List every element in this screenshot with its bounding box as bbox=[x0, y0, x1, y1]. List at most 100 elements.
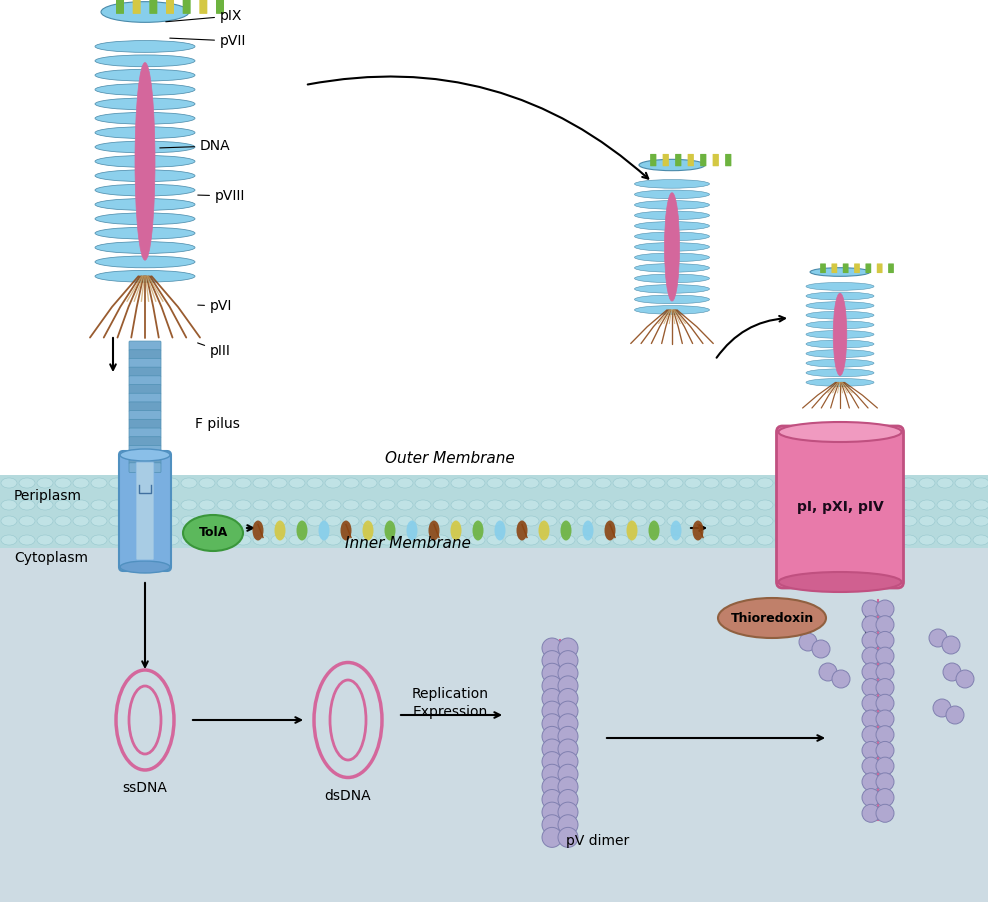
Ellipse shape bbox=[95, 141, 195, 153]
Ellipse shape bbox=[505, 535, 521, 545]
Ellipse shape bbox=[595, 478, 611, 488]
Ellipse shape bbox=[631, 535, 647, 545]
Ellipse shape bbox=[541, 500, 557, 510]
Ellipse shape bbox=[95, 227, 195, 239]
Ellipse shape bbox=[145, 500, 161, 510]
Ellipse shape bbox=[634, 200, 709, 209]
Circle shape bbox=[862, 788, 880, 806]
Circle shape bbox=[542, 777, 562, 796]
Ellipse shape bbox=[325, 535, 341, 545]
Ellipse shape bbox=[955, 500, 971, 510]
Circle shape bbox=[876, 678, 894, 696]
Ellipse shape bbox=[806, 321, 874, 328]
Text: ssDNA: ssDNA bbox=[123, 781, 167, 795]
Ellipse shape bbox=[806, 379, 874, 386]
Ellipse shape bbox=[275, 520, 286, 540]
Ellipse shape bbox=[37, 478, 53, 488]
Ellipse shape bbox=[639, 160, 705, 170]
Ellipse shape bbox=[775, 516, 791, 526]
Ellipse shape bbox=[163, 478, 179, 488]
Circle shape bbox=[876, 710, 894, 728]
Circle shape bbox=[558, 713, 578, 733]
Ellipse shape bbox=[634, 232, 709, 241]
FancyBboxPatch shape bbox=[129, 437, 161, 446]
Ellipse shape bbox=[919, 478, 935, 488]
Ellipse shape bbox=[325, 516, 341, 526]
Ellipse shape bbox=[95, 69, 195, 81]
Ellipse shape bbox=[163, 516, 179, 526]
Text: pVII: pVII bbox=[170, 34, 246, 48]
Ellipse shape bbox=[523, 535, 539, 545]
Ellipse shape bbox=[451, 520, 461, 540]
Ellipse shape bbox=[19, 478, 35, 488]
FancyBboxPatch shape bbox=[688, 154, 694, 166]
Ellipse shape bbox=[217, 478, 233, 488]
Ellipse shape bbox=[469, 500, 485, 510]
Ellipse shape bbox=[901, 500, 917, 510]
Ellipse shape bbox=[505, 516, 521, 526]
Circle shape bbox=[558, 739, 578, 759]
Ellipse shape bbox=[95, 184, 195, 196]
Ellipse shape bbox=[217, 516, 233, 526]
FancyBboxPatch shape bbox=[663, 154, 669, 166]
Ellipse shape bbox=[95, 113, 195, 124]
Ellipse shape bbox=[271, 516, 287, 526]
Text: pV dimer: pV dimer bbox=[566, 834, 629, 848]
Ellipse shape bbox=[806, 311, 874, 319]
Ellipse shape bbox=[757, 500, 773, 510]
Ellipse shape bbox=[901, 516, 917, 526]
Ellipse shape bbox=[806, 359, 874, 367]
Ellipse shape bbox=[95, 127, 195, 139]
Ellipse shape bbox=[523, 478, 539, 488]
Ellipse shape bbox=[649, 500, 665, 510]
Ellipse shape bbox=[605, 520, 616, 540]
FancyBboxPatch shape bbox=[129, 454, 161, 464]
Text: pI, pXI, pIV: pI, pXI, pIV bbox=[796, 500, 883, 514]
Ellipse shape bbox=[199, 500, 215, 510]
Circle shape bbox=[542, 827, 562, 847]
Text: Thioredoxin: Thioredoxin bbox=[730, 612, 814, 624]
FancyBboxPatch shape bbox=[149, 0, 157, 14]
Ellipse shape bbox=[806, 340, 874, 348]
Ellipse shape bbox=[91, 516, 107, 526]
Circle shape bbox=[799, 633, 817, 651]
Ellipse shape bbox=[343, 478, 359, 488]
Ellipse shape bbox=[811, 478, 827, 488]
Ellipse shape bbox=[181, 500, 197, 510]
Circle shape bbox=[542, 650, 562, 670]
Ellipse shape bbox=[235, 516, 251, 526]
Circle shape bbox=[862, 647, 880, 665]
Ellipse shape bbox=[361, 535, 377, 545]
Circle shape bbox=[558, 777, 578, 796]
Ellipse shape bbox=[55, 478, 71, 488]
Ellipse shape bbox=[127, 535, 143, 545]
Ellipse shape bbox=[95, 242, 195, 253]
Ellipse shape bbox=[829, 516, 845, 526]
FancyBboxPatch shape bbox=[132, 0, 140, 14]
Ellipse shape bbox=[577, 478, 593, 488]
Circle shape bbox=[933, 699, 951, 717]
Ellipse shape bbox=[253, 500, 269, 510]
FancyBboxPatch shape bbox=[136, 462, 154, 560]
Ellipse shape bbox=[806, 350, 874, 357]
Ellipse shape bbox=[1, 516, 17, 526]
Circle shape bbox=[862, 726, 880, 744]
Ellipse shape bbox=[95, 98, 195, 110]
Ellipse shape bbox=[973, 535, 988, 545]
Ellipse shape bbox=[667, 500, 683, 510]
Ellipse shape bbox=[811, 535, 827, 545]
Ellipse shape bbox=[806, 369, 874, 377]
Ellipse shape bbox=[37, 500, 53, 510]
Ellipse shape bbox=[487, 535, 503, 545]
Ellipse shape bbox=[721, 478, 737, 488]
Ellipse shape bbox=[19, 500, 35, 510]
Ellipse shape bbox=[806, 292, 874, 300]
Ellipse shape bbox=[541, 535, 557, 545]
Circle shape bbox=[876, 773, 894, 791]
Ellipse shape bbox=[793, 535, 809, 545]
Ellipse shape bbox=[775, 500, 791, 510]
Ellipse shape bbox=[634, 263, 709, 272]
Ellipse shape bbox=[634, 179, 709, 189]
Ellipse shape bbox=[847, 478, 863, 488]
Ellipse shape bbox=[325, 478, 341, 488]
